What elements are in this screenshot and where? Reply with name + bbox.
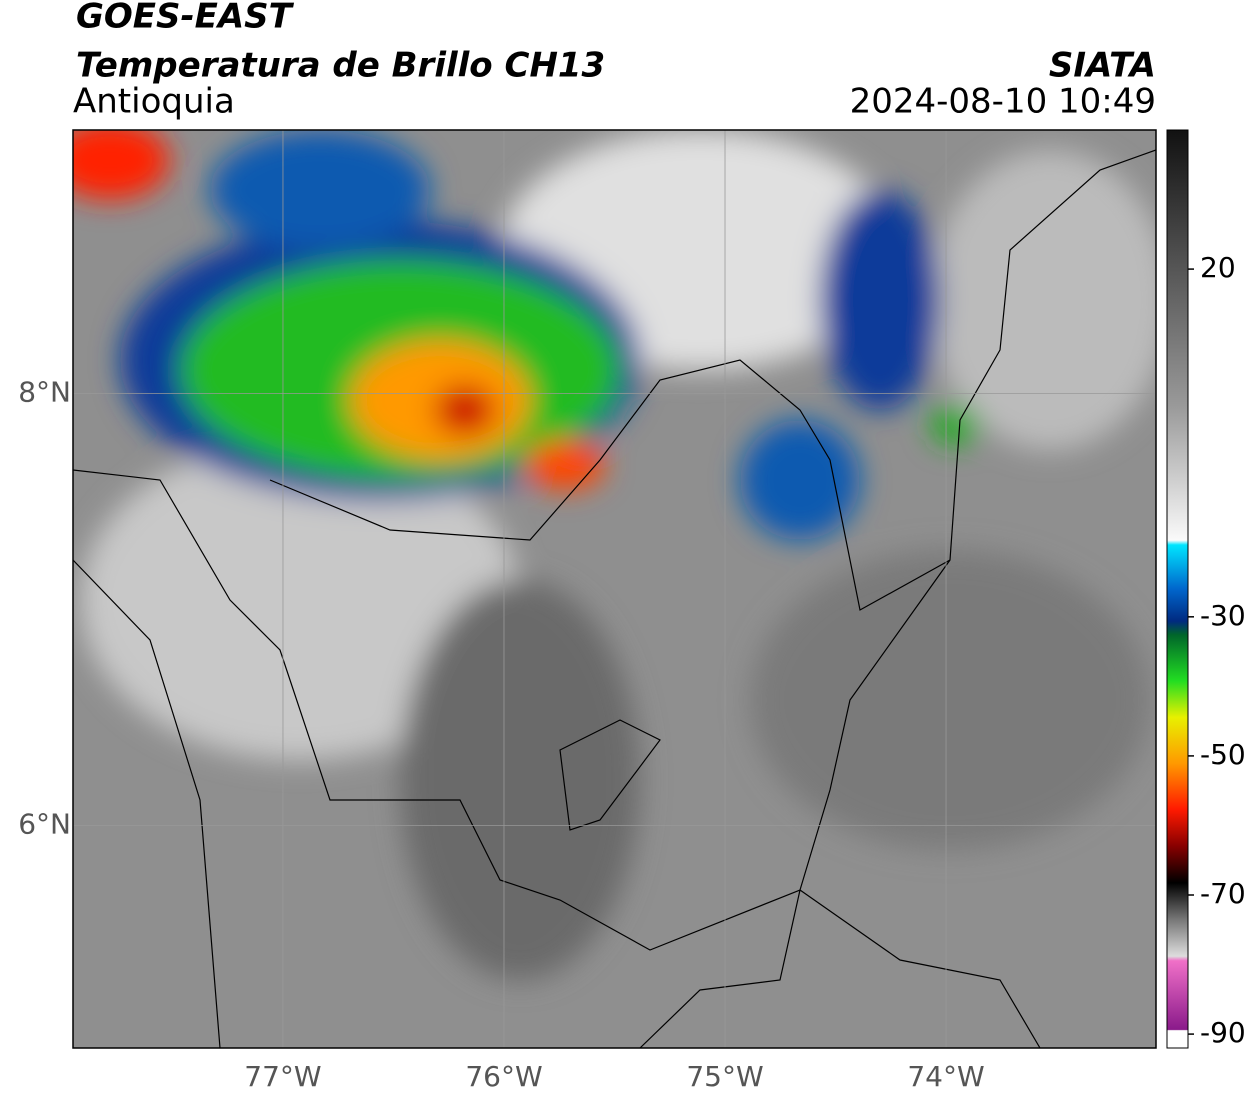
region: Antioquia xyxy=(73,82,235,122)
map-frame xyxy=(72,129,1157,1049)
colorbar-tick-label: 20 xyxy=(1200,251,1236,284)
title: GOES-EAST xyxy=(76,0,295,37)
subtitle: Temperatura de Brillo CH13 xyxy=(76,46,605,86)
x-tick-label: 77°W xyxy=(244,1060,321,1093)
colorbar-tick-label: -90 xyxy=(1200,1016,1246,1049)
x-tick-label: 75°W xyxy=(686,1060,763,1093)
x-tick-label: 74°W xyxy=(907,1060,984,1093)
y-tick-label: 8°N xyxy=(18,376,71,409)
y-tick-label: 6°N xyxy=(18,808,71,841)
colorbar-tick-label: -50 xyxy=(1200,738,1246,771)
colorbar-tick-label: -70 xyxy=(1200,877,1246,910)
grid xyxy=(73,130,1156,1048)
map-image xyxy=(73,130,1156,1048)
colorbar xyxy=(1166,129,1189,1049)
datetime: 2024-08-10 10:49 xyxy=(850,82,1156,122)
x-tick-label: 76°W xyxy=(465,1060,542,1093)
colorbar-tick-label: -30 xyxy=(1200,599,1246,632)
source: SIATA xyxy=(1049,46,1156,86)
